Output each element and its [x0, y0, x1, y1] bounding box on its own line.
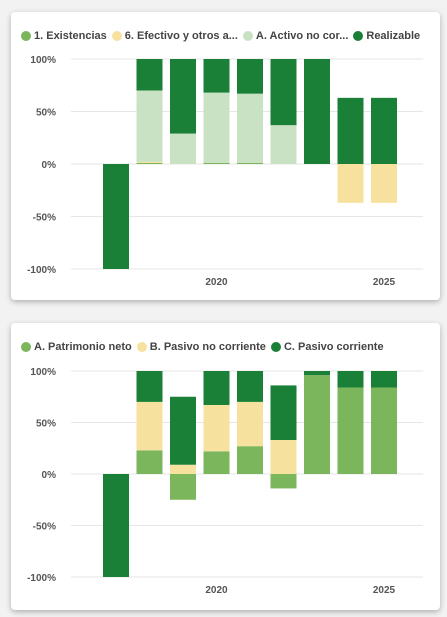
y-tick-label: 50% [36, 108, 56, 119]
y-tick-label: 100% [30, 367, 56, 378]
legend-dot-icon [353, 31, 364, 41]
bar-segment [337, 387, 364, 474]
bar-segment [136, 371, 163, 402]
x-tick-label: 2020 [205, 277, 228, 288]
legend-item-realizable[interactable]: Realizable [353, 30, 420, 42]
legend-label: A. Patrimonio neto [34, 341, 132, 353]
legend: 1. Existencias 6. Efectivo y otros a... … [21, 29, 425, 43]
bar-segment [203, 371, 230, 405]
legend-dot-icon [242, 31, 253, 41]
legend-dot-icon [21, 31, 31, 41]
bar-segment [337, 97, 364, 164]
bar-segment [136, 401, 163, 451]
x-tick-label: 2025 [373, 277, 396, 288]
bar-segment [304, 371, 330, 376]
bar-segment [304, 59, 330, 164]
legend-item-patrimonio-neto[interactable]: A. Patrimonio neto [21, 341, 132, 353]
bar-segment [203, 451, 230, 474]
y-tick-label: 50% [36, 419, 56, 430]
legend-dot-icon [111, 31, 122, 41]
y-tick-label: 0% [42, 160, 57, 171]
chart-card-liabilities: A. Patrimonio neto B. Pasivo no corrient… [11, 323, 440, 610]
legend-item-efectivo[interactable]: 6. Efectivo y otros a... [111, 30, 238, 42]
bar-segment [170, 133, 196, 164]
chart-card-assets: 1. Existencias 6. Efectivo y otros a... … [11, 12, 440, 300]
bar-segment [270, 474, 297, 489]
legend-item-activo-no-corriente[interactable]: A. Activo no cor... [242, 30, 349, 42]
bar-segment [237, 59, 263, 94]
y-tick-label: 100% [30, 55, 56, 66]
chart-plot-assets: 100% 50% 0% -50% -100% 2020 2025 [27, 55, 423, 288]
bar-segment [136, 450, 163, 474]
bar-segment [371, 371, 397, 388]
y-tick-label: -100% [27, 265, 56, 276]
bar-segment [136, 162, 163, 164]
bar-segment [136, 90, 163, 162]
legend-dot-icon [270, 342, 281, 352]
bar-segment [371, 164, 397, 203]
bar-segment [337, 371, 364, 388]
legend: A. Patrimonio neto B. Pasivo no corrient… [21, 340, 389, 354]
chart-plot-liabilities: 100% 50% 0% -50% -100% 2020 2025 [27, 367, 423, 596]
legend-dot-icon [21, 342, 31, 352]
legend-item-pasivo-no-corriente[interactable]: B. Pasivo no corriente [136, 341, 266, 353]
bar-segment [270, 440, 297, 474]
y-tick-label: -100% [27, 573, 56, 584]
bar-segment [170, 59, 196, 134]
legend-label: A. Activo no cor... [255, 30, 349, 42]
bar-segment [237, 446, 263, 474]
bar-segment [237, 371, 263, 402]
bar-segment [304, 375, 330, 474]
legend-item-existencias[interactable]: 1. Existencias [21, 30, 107, 42]
legend-item-pasivo-corriente[interactable]: C. Pasivo corriente [270, 341, 384, 353]
legend-label: 1. Existencias [34, 30, 107, 42]
bar-segment [203, 404, 230, 452]
legend-label: 6. Efectivo y otros a... [124, 30, 238, 42]
bar-segment [237, 93, 263, 163]
bar-segment [371, 387, 397, 474]
bar-segment [170, 396, 196, 465]
bar-segment [270, 385, 297, 441]
legend-label: B. Pasivo no corriente [149, 341, 266, 353]
bar-segment [203, 162, 230, 164]
y-tick-label: -50% [33, 522, 56, 533]
bar-segment [136, 59, 163, 91]
bar-segment [237, 401, 263, 447]
y-tick-label: 0% [42, 470, 57, 481]
legend-dot-icon [136, 342, 147, 352]
bar-segment [103, 164, 129, 269]
bar-segment [203, 92, 230, 163]
bar-segment [170, 464, 196, 474]
bar-segment [103, 474, 129, 577]
bar-segment [270, 125, 297, 164]
legend-label: C. Pasivo corriente [283, 341, 384, 353]
bar-segment [136, 161, 163, 163]
bar-segment [203, 59, 230, 93]
bar-segment [270, 59, 297, 126]
bar-segment [237, 162, 263, 164]
legend-label: Realizable [366, 30, 421, 42]
bar-segment [371, 97, 397, 164]
bar-segment [337, 164, 364, 203]
x-tick-label: 2020 [205, 585, 228, 596]
bar-segment [170, 474, 196, 500]
x-tick-label: 2025 [373, 585, 396, 596]
y-tick-label: -50% [33, 213, 56, 224]
